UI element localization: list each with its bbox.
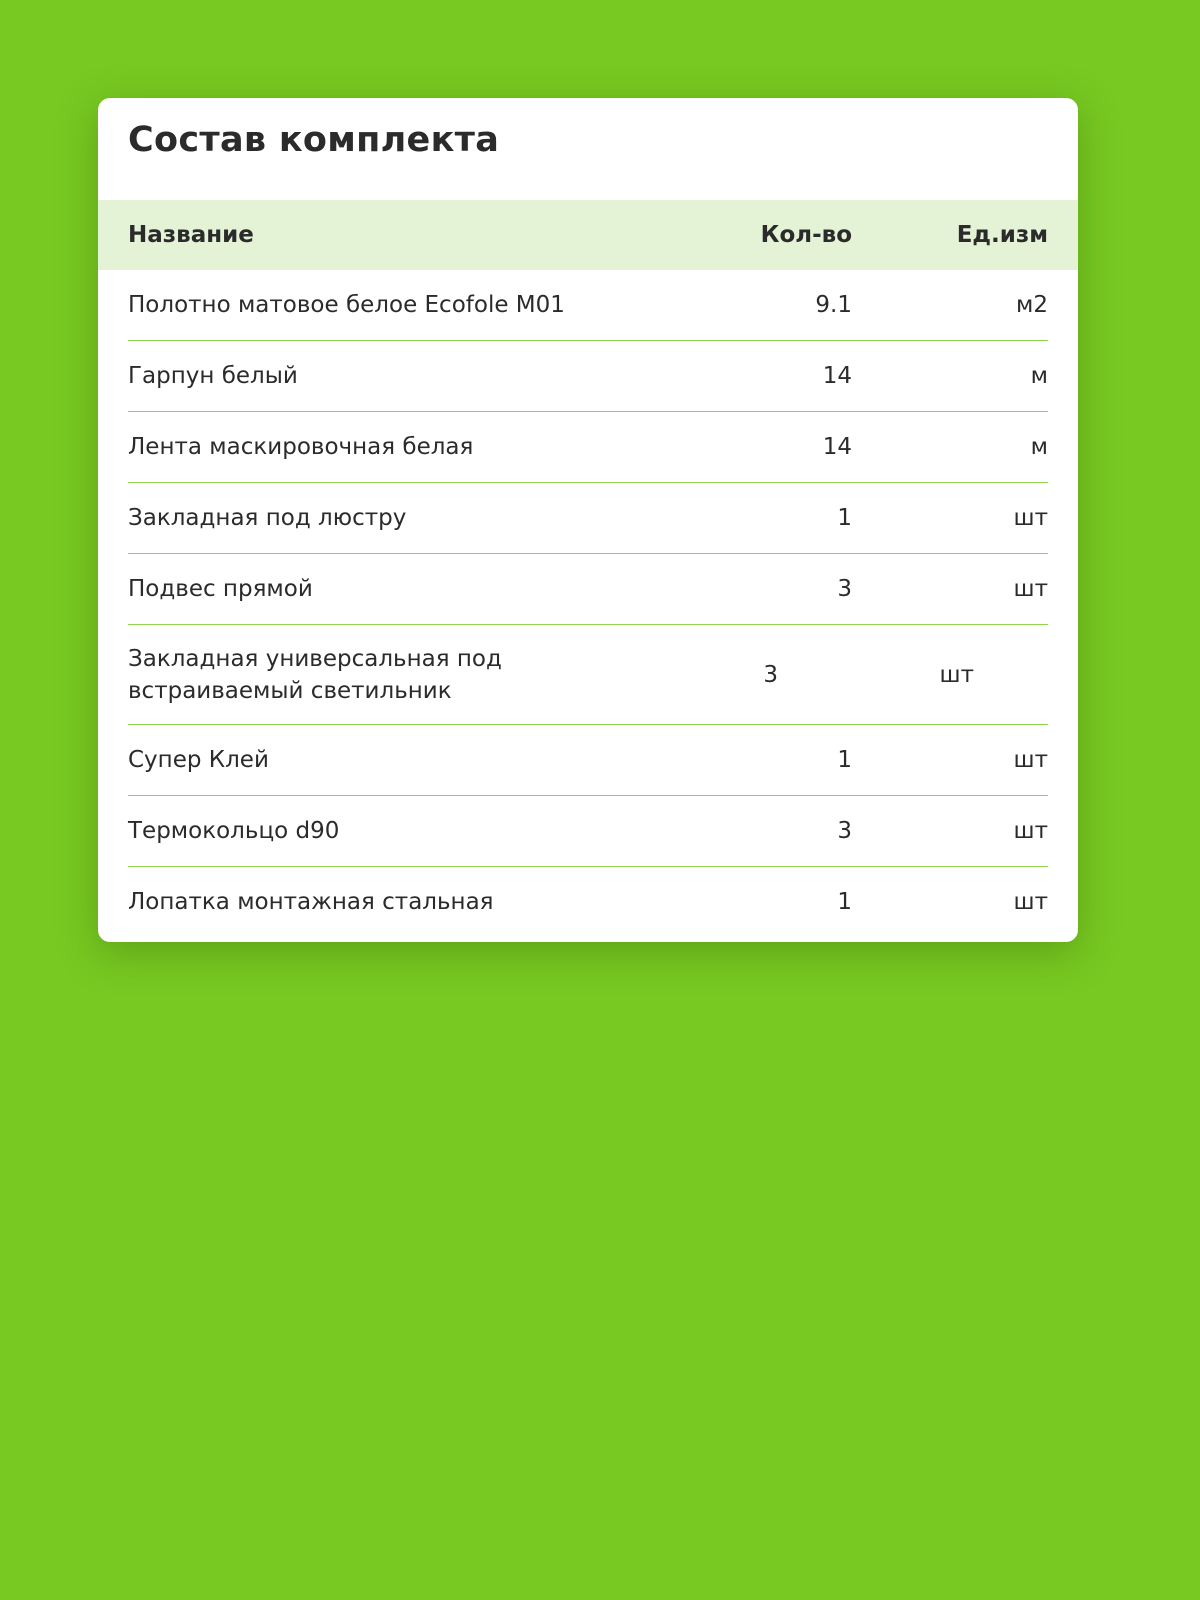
item-unit: шт xyxy=(1013,747,1048,773)
item-name: Закладная под люстру xyxy=(128,505,407,531)
item-name: Полотно матовое белое Ecofole M01 xyxy=(128,292,565,318)
table-row: Лопатка монтажная стальная 1 шт xyxy=(128,867,1048,937)
item-name: Гарпун белый xyxy=(128,363,298,389)
item-name: Лента маскировочная белая xyxy=(128,434,474,460)
column-header-name: Название xyxy=(128,222,254,248)
table-row: Термокольцо d90 3 шт xyxy=(128,796,1048,867)
item-unit: м xyxy=(1030,434,1048,460)
item-qty: 14 xyxy=(822,363,852,389)
item-qty: 1 xyxy=(837,505,852,531)
table-row: Закладная под люстру 1 шт xyxy=(128,483,1048,554)
item-name: Подвес прямой xyxy=(128,576,313,602)
table-row: Закладная универсальная под встраиваемый… xyxy=(128,625,1048,725)
item-name: Лопатка монтажная стальная xyxy=(128,889,494,915)
item-unit: м2 xyxy=(1016,292,1048,318)
item-qty: 14 xyxy=(822,434,852,460)
table-row: Полотно матовое белое Ecofole M01 9.1 м2 xyxy=(128,270,1048,341)
item-unit: шт xyxy=(1013,889,1048,915)
item-name: Закладная универсальная под встраиваемый… xyxy=(128,645,502,704)
column-header-unit: Ед.изм xyxy=(956,222,1048,248)
card-title: Состав комплекта xyxy=(128,120,500,160)
item-unit: шт xyxy=(939,661,974,688)
item-name: Термокольцо d90 xyxy=(128,818,340,844)
table-row: Лента маскировочная белая 14 м xyxy=(128,412,1048,483)
table-header: Название Кол-во Ед.изм xyxy=(98,200,1078,270)
item-qty: 1 xyxy=(837,889,852,915)
item-qty: 1 xyxy=(837,747,852,773)
item-qty: 3 xyxy=(837,818,852,844)
item-qty: 9.1 xyxy=(815,292,852,318)
item-qty: 3 xyxy=(837,576,852,602)
table-row: Подвес прямой 3 шт xyxy=(128,554,1048,625)
item-unit: м xyxy=(1030,363,1048,389)
column-header-qty: Кол-во xyxy=(760,222,852,248)
item-unit: шт xyxy=(1013,576,1048,602)
kit-contents-card: Состав комплекта Название Кол-во Ед.изм … xyxy=(98,98,1078,942)
table-row: Гарпун белый 14 м xyxy=(128,341,1048,412)
table-row: Супер Клей 1 шт xyxy=(128,725,1048,796)
item-qty: 3 xyxy=(763,661,778,688)
item-unit: шт xyxy=(1013,505,1048,531)
header-row: Название Кол-во Ед.изм xyxy=(128,200,1048,270)
item-name: Супер Клей xyxy=(128,747,269,773)
item-unit: шт xyxy=(1013,818,1048,844)
